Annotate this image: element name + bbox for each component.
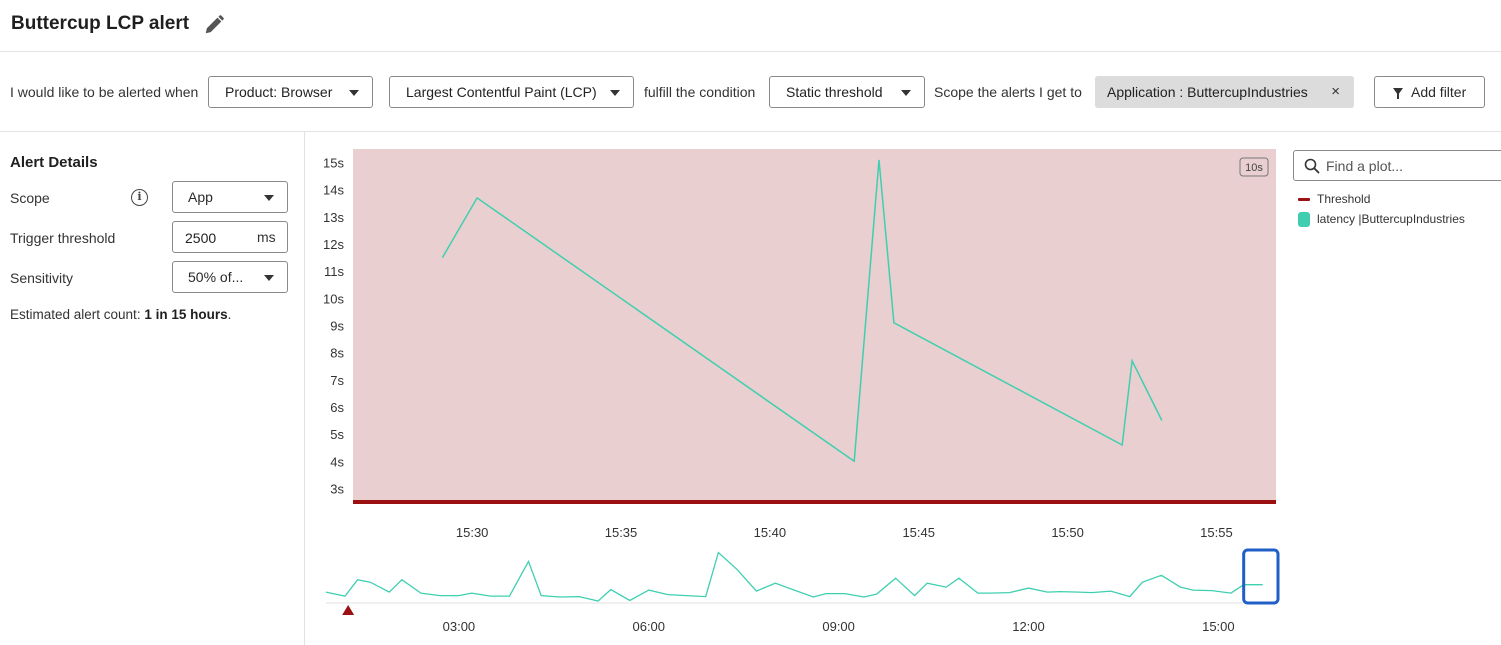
alert-details-panel: Alert Details Scope i App Trigger thresh… xyxy=(0,132,305,645)
overview-brush-handle[interactable] xyxy=(1242,548,1280,605)
scope-label: Scope xyxy=(10,190,50,206)
title-bar: Buttercup LCP alert xyxy=(0,0,1501,52)
caret-down-icon xyxy=(349,90,359,96)
filter-icon xyxy=(1393,88,1403,99)
sensitivity-select[interactable]: 50% of... xyxy=(172,261,288,293)
y-tick-label: 10s xyxy=(323,291,344,306)
condition-type-label: Static threshold xyxy=(786,84,883,100)
search-icon xyxy=(1304,158,1320,174)
threshold-swatch xyxy=(1298,198,1310,201)
x-tick-label: 15:30 xyxy=(456,525,489,540)
resolution-badge-label: 10s xyxy=(1245,162,1263,174)
y-tick-label: 3s xyxy=(330,481,344,496)
trigger-threshold-field: ms xyxy=(172,221,288,253)
add-filter-label: Add filter xyxy=(1411,84,1467,100)
estimated-alert-count: Estimated alert count: 1 in 15 hours. xyxy=(10,307,231,322)
estimate-prefix: Estimated alert count: xyxy=(10,307,141,322)
resolution-badge xyxy=(1239,157,1269,177)
latency-swatch xyxy=(1298,212,1310,227)
scope-chip-label: Application : ButtercupIndustries xyxy=(1107,84,1308,100)
x-tick-label: 15:55 xyxy=(1200,525,1233,540)
y-tick-label: 14s xyxy=(323,183,344,198)
latency-series-line xyxy=(441,159,1163,463)
y-tick-label: 9s xyxy=(330,319,344,334)
caret-down-icon xyxy=(610,90,620,96)
sensitivity-select-value: 50% of... xyxy=(188,269,244,285)
latency-chart[interactable]: 3s 4s 5s 6s 7s 8s 9s 10s 11s 12s 13s 14s 15s 15:30 15:… xyxy=(306,132,1296,645)
legend-panel: Threshold latency |ButtercupIndustries xyxy=(1293,132,1501,645)
y-tick-label: 12s xyxy=(323,237,344,252)
overview-x-tick-label: 12:00 xyxy=(1012,619,1045,634)
overview-series-line xyxy=(325,551,1263,602)
trigger-threshold-input[interactable] xyxy=(185,228,247,248)
condition-prefix-text: I would like to be alerted when xyxy=(10,84,199,100)
condition-type-dropdown[interactable]: Static threshold xyxy=(769,76,925,108)
estimate-value: 1 in 15 hours xyxy=(144,307,228,322)
find-plot-field xyxy=(1293,150,1501,181)
x-tick-label: 15:35 xyxy=(605,525,638,540)
scope-select-value: App xyxy=(188,189,213,205)
y-tick-label: 11s xyxy=(324,264,344,279)
trigger-threshold-unit: ms xyxy=(257,229,276,245)
chart-area: 3s 4s 5s 6s 7s 8s 9s 10s 11s 12s 13s 14s 15s 15:30 15:… xyxy=(306,132,1296,645)
y-tick-label: 15s xyxy=(323,156,344,171)
fulfill-condition-text: fulfill the condition xyxy=(644,84,756,100)
overview-x-tick-label: 09:00 xyxy=(822,619,855,634)
close-icon[interactable]: × xyxy=(1331,83,1340,100)
alert-marker-icon xyxy=(342,605,355,615)
sensitivity-label: Sensitivity xyxy=(10,270,74,286)
metric-dropdown-label: Largest Contentful Paint (LCP) xyxy=(406,84,597,100)
trigger-threshold-label: Trigger threshold xyxy=(10,230,116,246)
scope-filter-chip: Application : ButtercupIndustries × xyxy=(1095,76,1354,108)
estimate-suffix: . xyxy=(227,307,232,322)
alert-details-title: Alert Details xyxy=(10,154,98,171)
caret-down-icon xyxy=(264,195,274,201)
y-tick-label: 8s xyxy=(330,346,344,361)
page-title: Buttercup LCP alert xyxy=(11,13,190,34)
legend-item-latency[interactable]: latency |ButtercupIndustries xyxy=(1298,212,1465,227)
caret-down-icon xyxy=(264,275,274,281)
scope-alerts-text: Scope the alerts I get to xyxy=(934,84,1082,100)
x-tick-label: 15:45 xyxy=(902,525,935,540)
metric-dropdown[interactable]: Largest Contentful Paint (LCP) xyxy=(389,76,634,108)
condition-bar: I would like to be alerted when Product:… xyxy=(0,52,1501,132)
x-tick-label: 15:50 xyxy=(1051,525,1084,540)
legend-item-label: Threshold xyxy=(1317,192,1371,206)
legend-item-threshold[interactable]: Threshold xyxy=(1298,192,1370,206)
y-tick-label: 4s xyxy=(330,454,344,469)
product-dropdown-label: Product: Browser xyxy=(225,84,333,100)
overview-x-tick-label: 06:00 xyxy=(632,619,665,634)
y-tick-label: 13s xyxy=(323,210,344,225)
x-tick-label: 15:40 xyxy=(754,525,787,540)
y-tick-label: 7s xyxy=(330,373,344,388)
product-dropdown[interactable]: Product: Browser xyxy=(208,76,373,108)
overview-x-tick-label: 15:00 xyxy=(1202,619,1235,634)
legend-item-label: latency |ButtercupIndustries xyxy=(1317,212,1465,226)
find-plot-input[interactable] xyxy=(1326,157,1496,175)
scope-select[interactable]: App xyxy=(172,181,288,213)
y-tick-label: 5s xyxy=(330,427,344,442)
overview-x-tick-label: 03:00 xyxy=(443,619,476,634)
add-filter-button[interactable]: Add filter xyxy=(1374,76,1485,108)
alert-threshold-region xyxy=(353,149,1276,502)
caret-down-icon xyxy=(901,90,911,96)
y-tick-label: 6s xyxy=(330,400,344,415)
threshold-line xyxy=(353,500,1276,504)
info-icon[interactable]: i xyxy=(131,189,148,206)
pencil-icon[interactable] xyxy=(203,14,225,36)
